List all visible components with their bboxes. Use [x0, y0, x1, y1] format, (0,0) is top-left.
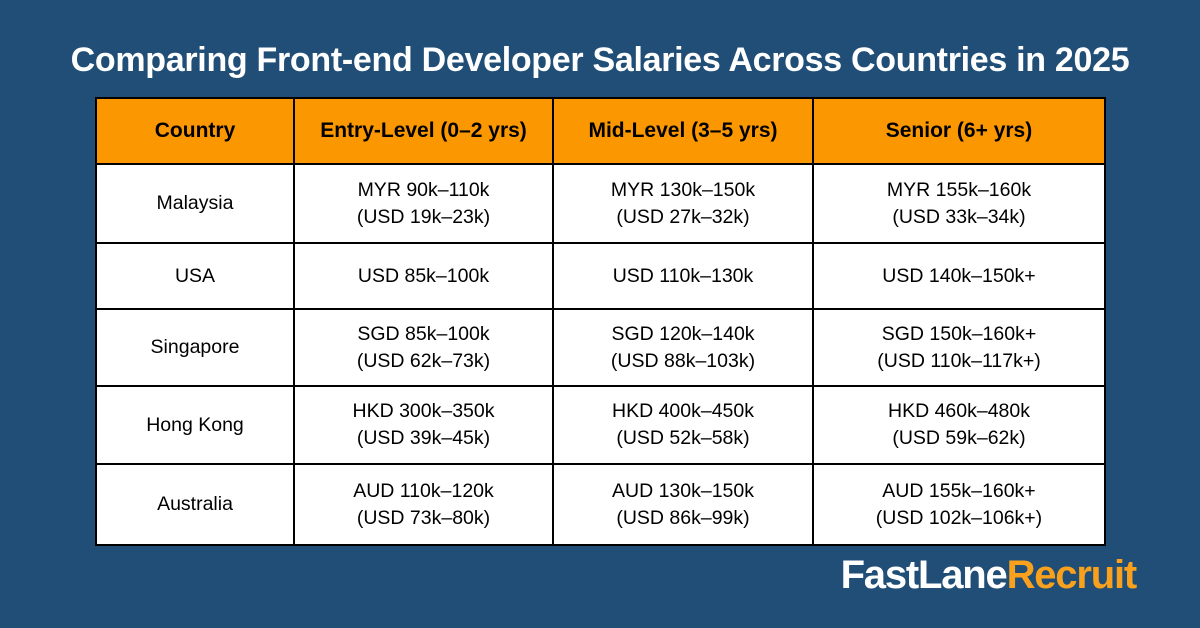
salary-usd: (USD 19k–23k) — [356, 205, 491, 228]
entry-cell: AUD 110k–120k (USD 73k–80k) — [293, 463, 554, 546]
salary-local: MYR 90k–110k — [357, 178, 490, 201]
salary-usd: (USD 86k–99k) — [616, 506, 750, 529]
entry-cell: MYR 90k–110k (USD 19k–23k) — [293, 163, 554, 244]
salary-local: USD 140k–150k+ — [882, 264, 1036, 287]
header-country: Country — [95, 97, 295, 165]
salary-local: HKD 460k–480k — [887, 400, 1030, 422]
header-senior: Senior (6+ yrs) — [812, 97, 1106, 165]
table-row-usa: USA USD 85k–100k USD 110k–130k USD 140k–… — [95, 242, 1106, 310]
salary-local: SGD 150k–160k+ — [881, 322, 1037, 345]
entry-cell: HKD 300k–350k (USD 39k–45k) — [293, 385, 554, 465]
country-cell: Hong Kong — [95, 385, 295, 465]
salary-local: AUD 110k–120k — [353, 479, 494, 502]
salary-usd: (USD 73k–80k) — [356, 506, 491, 529]
salary-local: USD 110k–130k — [612, 264, 754, 287]
table-row-malaysia: Malaysia MYR 90k–110k (USD 19k–23k) MYR … — [95, 163, 1106, 244]
salary-local: MYR 130k–150k — [610, 178, 756, 201]
salary-usd: (USD 52k–58k) — [616, 427, 750, 449]
salary-usd: (USD 88k–103k) — [610, 349, 756, 372]
salary-usd: (USD 39k–45k) — [356, 427, 491, 449]
entry-cell: USD 85k–100k — [293, 242, 554, 310]
entry-cell: SGD 85k–100k (USD 62k–73k) — [293, 308, 554, 387]
senior-cell: HKD 460k–480k (USD 59k–62k) — [812, 385, 1106, 465]
logo-text-recruit: Recruit — [1006, 553, 1138, 597]
country-cell: Singapore — [95, 308, 295, 387]
senior-cell: AUD 155k–160k+ (USD 102k–106k+) — [812, 463, 1106, 546]
country-cell: USA — [95, 242, 295, 310]
page-title: Comparing Front-end Developer Salaries A… — [70, 41, 1130, 79]
salary-local: AUD 130k–150k — [611, 479, 754, 502]
senior-cell: MYR 155k–160k (USD 33k–34k) — [812, 163, 1106, 244]
salary-local: SGD 120k–140k — [611, 322, 755, 345]
salary-usd: (USD 110k–117k+) — [877, 349, 1041, 372]
senior-cell: USD 140k–150k+ — [812, 242, 1106, 310]
logo-text-fastlane: FastLane — [840, 553, 1008, 597]
salary-local: MYR 155k–160k — [886, 178, 1032, 201]
salary-table: Country Entry-Level (0–2 yrs) Mid-Level … — [95, 97, 1106, 546]
mid-cell: HKD 400k–450k (USD 52k–58k) — [552, 385, 814, 465]
salary-usd: (USD 33k–34k) — [892, 205, 1026, 228]
fastlane-recruit-logo: FastLaneRecruit — [840, 553, 1138, 598]
mid-cell: MYR 130k–150k (USD 27k–32k) — [552, 163, 814, 244]
senior-cell: SGD 150k–160k+ (USD 110k–117k+) — [812, 308, 1106, 387]
country-cell: Malaysia — [95, 163, 295, 244]
header-entry-level: Entry-Level (0–2 yrs) — [293, 97, 554, 165]
table-row-australia: Australia AUD 110k–120k (USD 73k–80k) AU… — [95, 463, 1106, 546]
salary-usd: (USD 27k–32k) — [616, 205, 750, 228]
salary-local: HKD 400k–450k — [611, 400, 754, 422]
salary-usd: (USD 62k–73k) — [356, 349, 491, 372]
salary-local: USD 85k–100k — [357, 264, 490, 287]
table-row-singapore: Singapore SGD 85k–100k (USD 62k–73k) SGD… — [95, 308, 1106, 387]
country-cell: Australia — [95, 463, 295, 546]
salary-local: AUD 155k–160k+ — [882, 479, 1036, 502]
table-row-hong-kong: Hong Kong HKD 300k–350k (USD 39k–45k) HK… — [95, 385, 1106, 465]
mid-cell: AUD 130k–150k (USD 86k–99k) — [552, 463, 814, 546]
header-mid-level: Mid-Level (3–5 yrs) — [552, 97, 814, 165]
salary-usd: (USD 102k–106k+) — [875, 506, 1043, 529]
salary-local: SGD 85k–100k — [357, 322, 490, 345]
salary-usd: (USD 59k–62k) — [892, 427, 1026, 449]
salary-local: HKD 300k–350k — [352, 400, 495, 422]
mid-cell: SGD 120k–140k (USD 88k–103k) — [552, 308, 814, 387]
mid-cell: USD 110k–130k — [552, 242, 814, 310]
table-header-row: Country Entry-Level (0–2 yrs) Mid-Level … — [95, 97, 1106, 165]
